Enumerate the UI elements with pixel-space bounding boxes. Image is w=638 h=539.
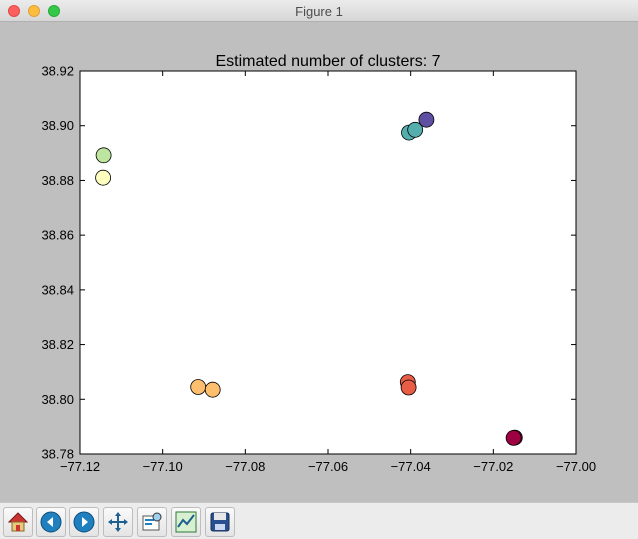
x-tick-label: −77.02: [473, 459, 513, 474]
configure-subplots-button[interactable]: [171, 507, 201, 537]
home-icon: [7, 512, 29, 532]
cluster-point: [505, 429, 522, 446]
x-tick-label: −77.04: [391, 459, 431, 474]
y-tick-label: 38.92: [41, 64, 74, 79]
x-tick-label: −77.12: [60, 459, 100, 474]
back-icon: [40, 511, 62, 533]
axes-background: [80, 71, 576, 454]
y-tick-label: 38.84: [41, 282, 74, 297]
forward-button[interactable]: [69, 507, 99, 537]
zoom-button[interactable]: [137, 507, 167, 537]
minimize-window-button[interactable]: [28, 5, 40, 17]
cluster-point: [407, 121, 424, 138]
cluster-points: [95, 111, 523, 446]
zoom-icon: [142, 512, 162, 531]
cluster-point: [95, 147, 112, 164]
x-tick-label: −77.10: [143, 459, 183, 474]
pan-icon: [108, 512, 128, 532]
cluster-point: [418, 111, 435, 128]
configure-subplots-icon: [175, 511, 197, 533]
back-button[interactable]: [36, 507, 66, 537]
x-tick-label: −77.00: [556, 459, 596, 474]
pan-button[interactable]: [103, 507, 133, 537]
y-tick-label: 38.80: [41, 392, 74, 407]
y-tick-label: 38.90: [41, 118, 74, 133]
cluster-point: [95, 169, 111, 186]
save-icon: [210, 512, 230, 532]
navigation-toolbar: [0, 502, 638, 539]
close-window-button[interactable]: [8, 5, 20, 17]
axis-ticks: −77.12 −77.10 −77.08 −77.06 −77.04 −77.02 −77.…: [41, 64, 596, 475]
y-tick-label: 38.82: [41, 337, 74, 352]
window-titlebar: Figure 1: [0, 0, 638, 22]
y-tick-label: 38.78: [41, 447, 74, 462]
forward-icon: [73, 511, 95, 533]
zoom-window-button[interactable]: [48, 5, 60, 17]
x-tick-label: −77.08: [225, 459, 265, 474]
x-tick-label: −77.06: [308, 459, 348, 474]
cluster-point: [204, 381, 221, 398]
chart: Estimated number of clusters: 7 −77.12 −7…: [41, 53, 596, 475]
axes-frame: [79, 70, 577, 455]
figure-canvas[interactable]: Estimated number of clusters: 7 −77.12 −7…: [0, 22, 638, 502]
cluster-point: [190, 379, 207, 395]
chart-title: Estimated number of clusters: 7: [216, 53, 441, 70]
window-title: Figure 1: [295, 4, 343, 19]
save-button[interactable]: [205, 507, 235, 537]
home-button[interactable]: [3, 507, 33, 537]
y-tick-label: 38.86: [41, 228, 74, 243]
y-tick-label: 38.88: [41, 173, 74, 188]
cluster-point: [400, 379, 417, 396]
